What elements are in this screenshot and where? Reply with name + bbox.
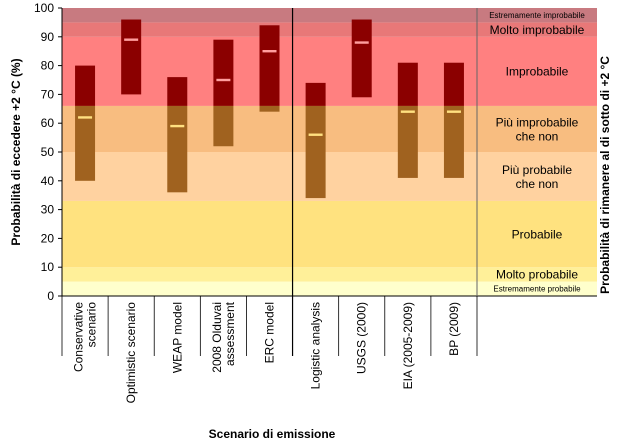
band-label: Probabile (512, 227, 563, 241)
median-marker (216, 78, 231, 82)
y-tick-label: 100 (34, 1, 54, 15)
y-axis-label: Probabilità di eccedere +2 °C (%) (9, 58, 23, 245)
y-tick-label: 70 (41, 87, 55, 101)
median-marker (78, 116, 93, 119)
range-bar (351, 19, 372, 98)
range-lower-segment (305, 105, 326, 199)
median-marker (170, 124, 185, 128)
band-0 (62, 281, 597, 296)
x-tick-label: WEAP model (170, 302, 184, 373)
band-labels: Estremamente probabile Molto probabile Pro… (489, 11, 585, 294)
x-tick-label: USGS (2000) (355, 302, 369, 374)
y-tick-label: 90 (41, 30, 55, 44)
range-bar (121, 19, 142, 95)
x-tick-label: assessment (223, 301, 237, 366)
y-tick-label: 10 (41, 260, 55, 274)
band-label: Estremamente improbabile (489, 11, 585, 20)
range-upper-segment (305, 82, 326, 106)
range-upper-segment (213, 39, 234, 106)
x-tick-label: ERC model (263, 302, 277, 363)
band-3 (62, 152, 597, 201)
range-upper-segment (259, 25, 280, 106)
band-label: Estremamente probabile (493, 285, 581, 294)
range-lower-segment (213, 105, 234, 147)
band-label: che non (516, 129, 559, 143)
range-bar (213, 39, 234, 147)
range-bar (443, 62, 464, 178)
band-label: Più improbabile (496, 115, 579, 129)
y-tick-label: 20 (41, 231, 55, 245)
x-tick-label: 2008 Olduvai (210, 302, 224, 373)
band-label: Molto probabile (496, 268, 578, 282)
x-tick-label: scenario (85, 302, 99, 348)
band-label: Improbabile (506, 65, 569, 79)
band-1 (62, 267, 597, 282)
range-bar (305, 82, 326, 199)
x-tick-label: Conservative (72, 302, 86, 372)
right-axis-label: Probabilità di rimanere al di sotto di +… (598, 56, 612, 294)
band-7 (62, 8, 597, 23)
median-marker (308, 133, 323, 136)
x-axis-label: Scenario di emissione (209, 427, 336, 441)
band-4 (62, 105, 597, 152)
range-lower-segment (443, 105, 464, 178)
range-upper-segment (443, 62, 464, 106)
range-lower-segment (259, 105, 280, 112)
range-upper-segment (351, 19, 372, 98)
band-label: Molto improbabile (490, 23, 585, 37)
range-lower-segment (75, 105, 96, 181)
range-bars (75, 19, 464, 199)
median-marker (354, 41, 369, 44)
x-tick-label: EIA (2005-2009) (401, 302, 415, 389)
median-marker (124, 38, 139, 41)
band-5 (62, 36, 597, 106)
x-tick-label: Logistic analysis (309, 302, 323, 389)
range-upper-segment (75, 65, 96, 106)
y-tick-label: 60 (41, 116, 55, 130)
range-lower-segment (167, 105, 188, 193)
range-upper-segment (397, 62, 418, 106)
range-bar (167, 77, 188, 193)
y-tick-label: 50 (41, 145, 55, 159)
median-marker (446, 110, 461, 113)
x-tick-labels: Conservative scenario Optimistic scenario W… (72, 301, 461, 403)
y-tick-label: 30 (41, 203, 55, 217)
range-lower-segment (397, 105, 418, 178)
range-bar (75, 65, 96, 181)
x-tick-label: BP (2009) (447, 302, 461, 356)
y-tick-label: 0 (47, 289, 54, 303)
y-tick-label: 80 (41, 59, 55, 73)
y-tick-label: 40 (41, 174, 55, 188)
median-marker (400, 110, 415, 113)
y-tick-labels: 0 10 20 30 40 50 60 70 80 90 100 (34, 1, 62, 303)
probability-bands (62, 8, 597, 296)
band-2 (62, 200, 597, 268)
x-tick-label: Optimistic scenario (124, 302, 138, 404)
band-label: Più probabile (502, 163, 572, 177)
range-upper-segment (121, 19, 142, 95)
median-marker (262, 50, 277, 53)
band-label: che non (516, 177, 559, 191)
range-bar (259, 25, 280, 112)
band-6 (62, 22, 597, 37)
range-upper-segment (167, 77, 188, 106)
range-bar (397, 62, 418, 178)
